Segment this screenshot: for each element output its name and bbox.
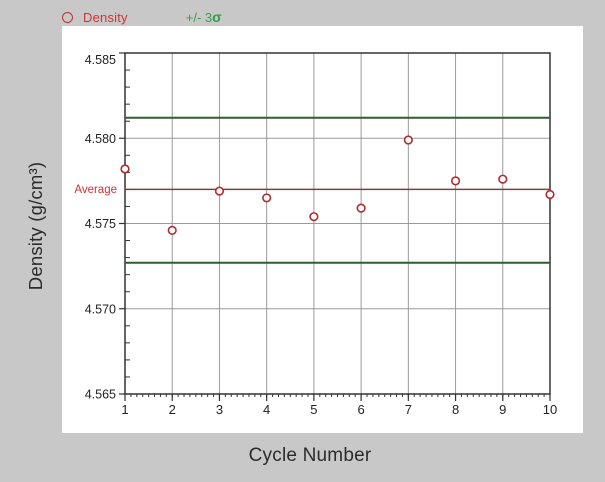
svg-text:9: 9 <box>499 402 506 417</box>
svg-text:1: 1 <box>121 402 128 417</box>
svg-text:4.580: 4.580 <box>85 132 116 146</box>
chart-legend: Density +/- 3σ <box>62 8 222 26</box>
sigma-symbol: σ <box>212 9 222 25</box>
svg-text:2: 2 <box>169 402 176 417</box>
x-axis-title: Cycle Number <box>248 445 372 466</box>
chart-svg: 4.585 4.580 4.575 4.570 4.565 1 2 3 4 5 6 7 8 9 10 <box>85 52 557 417</box>
legend-density-label: Density <box>83 9 128 25</box>
svg-text:4.570: 4.570 <box>85 302 116 316</box>
svg-text:5: 5 <box>310 402 317 417</box>
svg-text:6: 6 <box>357 402 364 417</box>
average-line-label: Average <box>74 184 117 196</box>
svg-text:10: 10 <box>543 402 557 417</box>
y-axis-title: Density (g/cm³) <box>25 161 46 291</box>
svg-text:7: 7 <box>405 402 412 417</box>
svg-text:3: 3 <box>216 402 223 417</box>
density-marker-icon <box>62 11 73 23</box>
legend-sigma-label: +/- 3σ <box>185 9 222 25</box>
svg-text:4.565: 4.565 <box>85 388 116 402</box>
svg-text:4.585: 4.585 <box>85 53 116 67</box>
svg-text:4: 4 <box>263 402 270 417</box>
svg-text:8: 8 <box>452 402 459 417</box>
chart-card: 4.585 4.580 4.575 4.570 4.565 1 2 3 4 5 6 7 8 9 10 <box>62 26 583 433</box>
svg-text:4.575: 4.575 <box>85 217 116 231</box>
